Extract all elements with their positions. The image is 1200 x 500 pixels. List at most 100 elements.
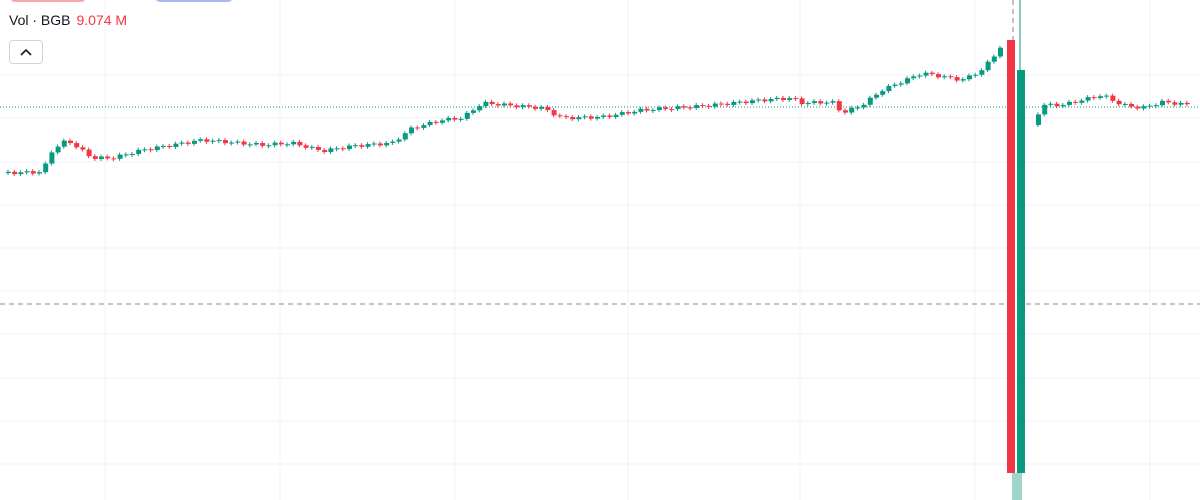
candle <box>247 144 253 146</box>
volume-bar <box>1012 473 1022 500</box>
candle <box>216 140 222 142</box>
candle <box>570 117 576 120</box>
candle <box>737 101 743 103</box>
candle <box>1129 103 1134 107</box>
candle <box>1184 102 1190 105</box>
candle <box>421 125 427 128</box>
candle <box>712 103 718 107</box>
candle <box>588 116 594 119</box>
candle <box>80 147 86 150</box>
candle <box>18 172 24 175</box>
candle <box>235 141 241 143</box>
candle <box>495 104 501 106</box>
candle <box>371 143 377 145</box>
candle <box>123 154 129 156</box>
volume-legend: Vol · BGB 9.074 M <box>9 12 127 28</box>
sell-pill[interactable] <box>10 0 86 2</box>
candle <box>37 172 42 174</box>
candle <box>874 94 879 98</box>
candle <box>99 156 104 159</box>
candle <box>911 76 917 79</box>
candle <box>433 121 439 123</box>
candle <box>936 74 941 78</box>
candle <box>564 116 569 118</box>
candle <box>136 149 142 154</box>
candle <box>260 143 266 146</box>
volume-bar <box>1017 70 1025 473</box>
candle <box>1166 100 1172 103</box>
buy-pill[interactable] <box>155 0 233 2</box>
candle <box>266 145 272 147</box>
candle <box>836 101 842 111</box>
candle <box>954 77 960 81</box>
candle <box>86 149 92 157</box>
candle <box>508 103 514 106</box>
candle <box>923 72 929 76</box>
candle <box>861 104 867 108</box>
candle <box>24 171 30 173</box>
candle <box>241 141 247 145</box>
candle <box>12 171 18 175</box>
candle <box>675 106 681 110</box>
candle <box>1178 102 1184 105</box>
candle <box>1135 106 1141 109</box>
candle <box>334 148 340 150</box>
candle <box>520 105 526 108</box>
candle <box>402 133 408 140</box>
candle <box>681 106 687 108</box>
candle <box>998 47 1003 57</box>
candle <box>1091 97 1097 99</box>
candle <box>409 127 414 134</box>
candle <box>688 107 693 109</box>
candle <box>551 110 557 116</box>
candle <box>750 100 755 104</box>
candle <box>384 142 390 146</box>
candle <box>812 101 817 103</box>
candle <box>824 102 830 104</box>
candle <box>210 140 216 142</box>
candle <box>917 75 923 77</box>
candle <box>880 91 886 95</box>
candle <box>440 120 445 123</box>
candle <box>787 98 793 100</box>
candle <box>74 143 80 148</box>
candle <box>1060 104 1066 107</box>
candle <box>365 144 371 147</box>
candle <box>805 102 811 105</box>
candle <box>526 105 532 107</box>
candle <box>396 139 402 142</box>
candle <box>843 110 848 113</box>
candle <box>1036 114 1041 125</box>
candle <box>185 142 191 144</box>
candle <box>557 115 563 117</box>
legend-value: 9.074 M <box>76 12 128 28</box>
candle <box>161 145 166 147</box>
candle <box>818 101 824 104</box>
candle <box>514 105 520 108</box>
candle <box>1079 100 1085 103</box>
legend-label: Vol · BGB <box>9 12 71 28</box>
candle <box>706 105 712 107</box>
candle <box>774 97 780 100</box>
candle <box>979 70 985 75</box>
candle <box>960 79 966 81</box>
candle <box>1042 104 1048 115</box>
candle <box>148 149 154 151</box>
candle <box>359 145 365 147</box>
candle <box>1085 97 1091 101</box>
candle <box>601 115 607 117</box>
candle <box>30 171 36 174</box>
candle <box>427 121 433 126</box>
candle <box>613 114 619 117</box>
candle <box>545 106 551 111</box>
candle <box>272 142 278 146</box>
candle <box>471 110 476 113</box>
candle <box>830 101 836 103</box>
candle <box>1067 101 1072 105</box>
candle <box>539 106 545 109</box>
candle <box>619 112 625 115</box>
collapse-button[interactable] <box>9 40 43 64</box>
candle <box>347 145 352 149</box>
candle <box>309 146 315 148</box>
